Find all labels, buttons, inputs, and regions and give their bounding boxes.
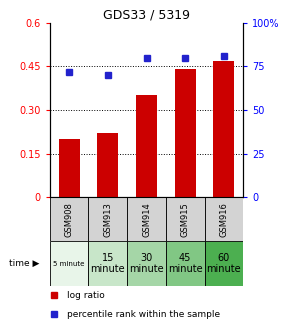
Text: 30
minute: 30 minute: [129, 253, 164, 274]
Bar: [127, 241, 166, 286]
Bar: [205, 197, 243, 241]
Bar: [213, 60, 234, 197]
Bar: [166, 241, 205, 286]
Text: GSM915: GSM915: [181, 202, 190, 237]
Text: GSM913: GSM913: [103, 202, 112, 237]
Bar: [88, 197, 127, 241]
Text: percentile rank within the sample: percentile rank within the sample: [67, 310, 220, 319]
Text: 5 minute: 5 minute: [53, 261, 85, 267]
Text: 45
minute: 45 minute: [168, 253, 202, 274]
Bar: [97, 133, 118, 197]
Text: 15
minute: 15 minute: [91, 253, 125, 274]
Text: log ratio: log ratio: [67, 291, 105, 300]
Bar: [175, 69, 196, 197]
Bar: [166, 197, 205, 241]
Bar: [136, 95, 157, 197]
Bar: [205, 241, 243, 286]
Title: GDS33 / 5319: GDS33 / 5319: [103, 9, 190, 22]
Text: time ▶: time ▶: [9, 259, 39, 268]
Bar: [59, 139, 80, 197]
Bar: [50, 241, 88, 286]
Text: GSM914: GSM914: [142, 202, 151, 237]
Text: GSM908: GSM908: [65, 202, 74, 237]
Text: GSM916: GSM916: [219, 202, 228, 237]
Bar: [127, 197, 166, 241]
Bar: [50, 197, 88, 241]
Text: 60
minute: 60 minute: [207, 253, 241, 274]
Bar: [88, 241, 127, 286]
